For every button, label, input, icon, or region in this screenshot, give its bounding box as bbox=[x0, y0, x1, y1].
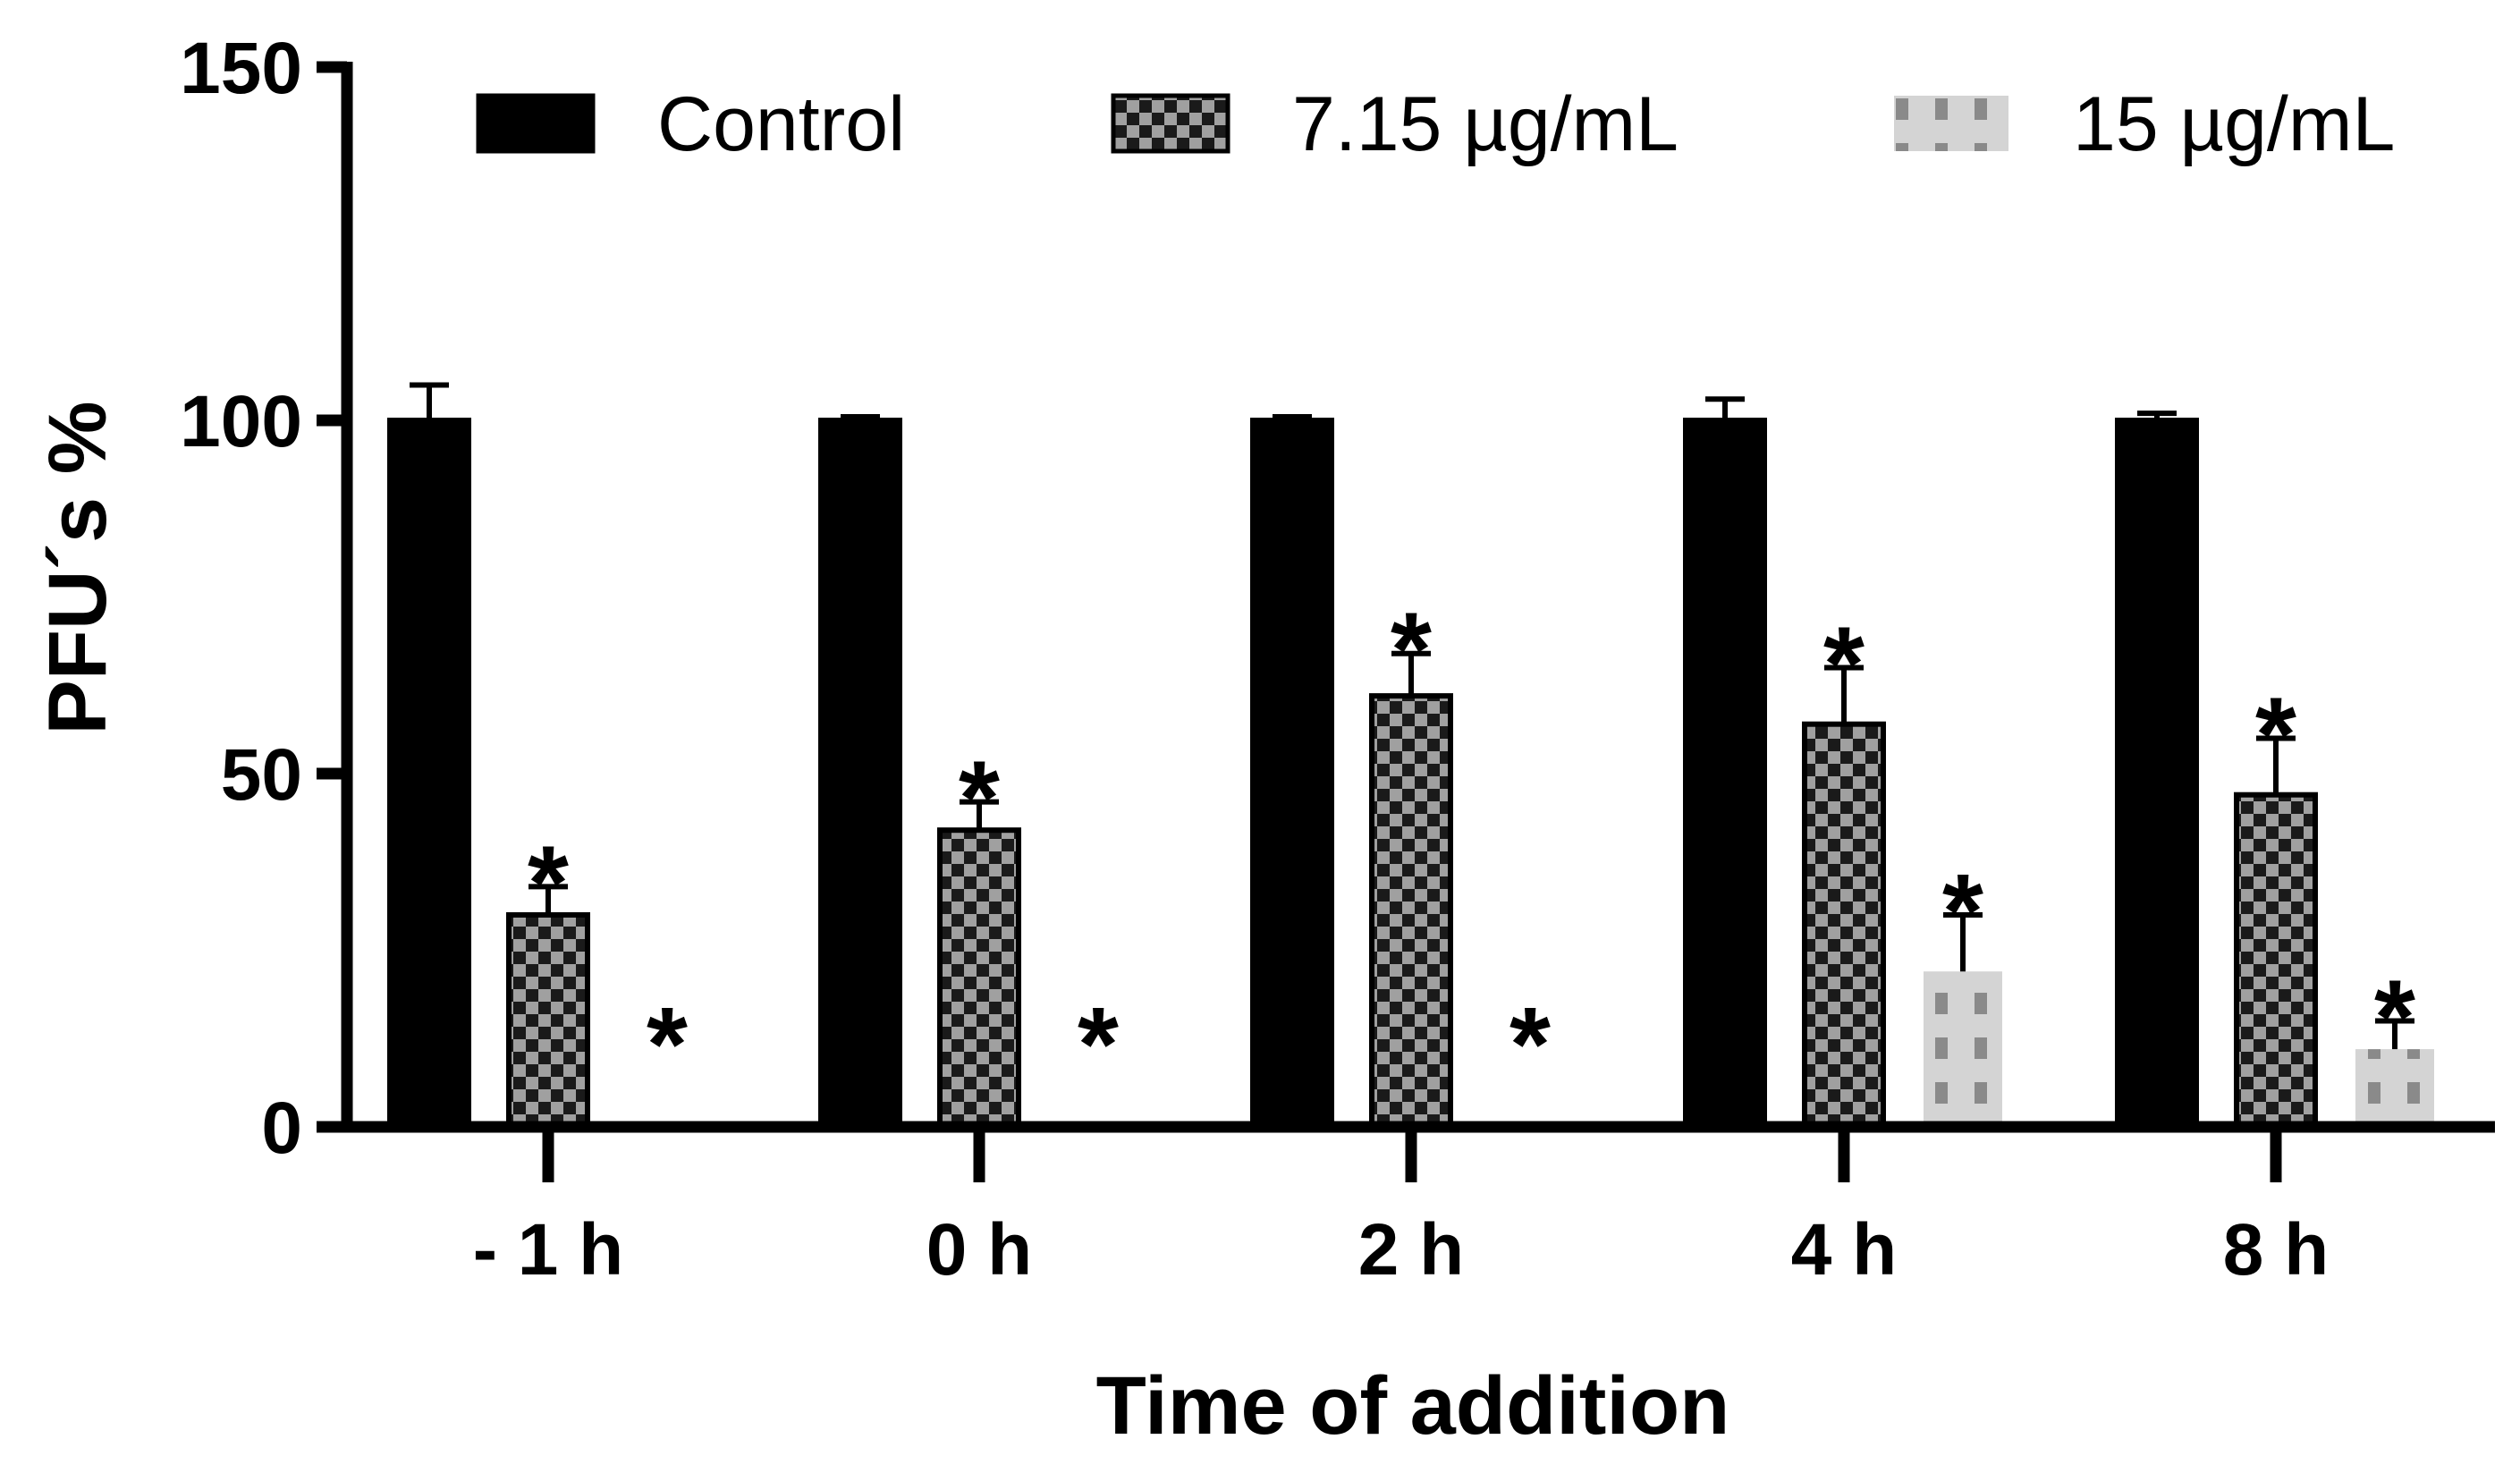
bar-control-1-h bbox=[387, 418, 471, 1130]
axes-group: 0 50 100 150 - 1 h 0 h 2 h 4 h 8 h bbox=[180, 28, 2495, 1291]
significance-marker-15-g-ml-4-h: * bbox=[1942, 852, 1983, 970]
legend-label-7-15-g-ml: 7.15 µg/mL bbox=[1292, 81, 1679, 167]
significance-marker-7-15-g-ml-1-h: * bbox=[528, 824, 569, 942]
bar-control-8-h bbox=[2115, 418, 2199, 1130]
legend-label-control: Control bbox=[657, 81, 905, 167]
y-tick-label-50: 50 bbox=[221, 734, 302, 816]
x-tick-label-1-h: - 1 h bbox=[473, 1209, 624, 1291]
bar-control-0-h bbox=[818, 418, 902, 1130]
significance-marker-7-15-g-ml-2-h: * bbox=[1391, 591, 1432, 709]
bar-15-g-ml-4-h bbox=[1924, 971, 2002, 1127]
significance-marker-7-15-g-ml-8-h: * bbox=[2255, 676, 2296, 794]
bar-15-g-ml-8-h bbox=[2355, 1049, 2434, 1127]
bar-control-4-h bbox=[1683, 418, 1767, 1130]
bar-7-15-g-ml-2-h bbox=[1369, 693, 1453, 1130]
bar-7-15-g-ml-8-h bbox=[2234, 792, 2318, 1130]
significance-marker-7-15-g-ml-4-h: * bbox=[1823, 605, 1865, 724]
y-tick-label-0: 0 bbox=[261, 1088, 302, 1169]
y-tick-label-150: 150 bbox=[180, 28, 302, 109]
significance-marker-7-15-g-ml-0-h: * bbox=[959, 740, 1000, 858]
legend-swatch-7-15-g-ml bbox=[1111, 93, 1230, 154]
significance-marker-15-g-ml-8-h: * bbox=[2374, 959, 2415, 1077]
bars-group: * * * * * * * * * * bbox=[387, 382, 2434, 1130]
significance-marker-15-g-ml-0-h: * bbox=[1078, 986, 1119, 1104]
significance-marker-15-g-ml-2-h: * bbox=[1509, 986, 1551, 1104]
x-tick-label-0-h: 0 h bbox=[926, 1209, 1032, 1291]
x-tick-label-4-h: 4 h bbox=[1791, 1209, 1897, 1291]
bar-7-15-g-ml-0-h bbox=[937, 827, 1021, 1130]
x-axis-title: Time of addition bbox=[1096, 1360, 1730, 1452]
x-tick-label-2-h: 2 h bbox=[1358, 1209, 1464, 1291]
legend-swatch-15-g-ml bbox=[1894, 96, 2008, 151]
y-axis-title: PFU´s % bbox=[32, 401, 123, 734]
x-tick-label-8-h: 8 h bbox=[2223, 1209, 2329, 1291]
legend: Control 7.15 µg/mL 15 µg/mL bbox=[476, 81, 2395, 167]
bar-control-2-h bbox=[1250, 418, 1334, 1130]
bar-7-15-g-ml-4-h bbox=[1802, 721, 1886, 1130]
significance-marker-15-g-ml-1-h: * bbox=[647, 986, 688, 1104]
bar-7-15-g-ml-1-h bbox=[506, 912, 590, 1130]
y-tick-label-100: 100 bbox=[180, 381, 302, 462]
legend-label-15-g-ml: 15 µg/mL bbox=[2073, 81, 2395, 167]
legend-swatch-control bbox=[476, 93, 596, 154]
